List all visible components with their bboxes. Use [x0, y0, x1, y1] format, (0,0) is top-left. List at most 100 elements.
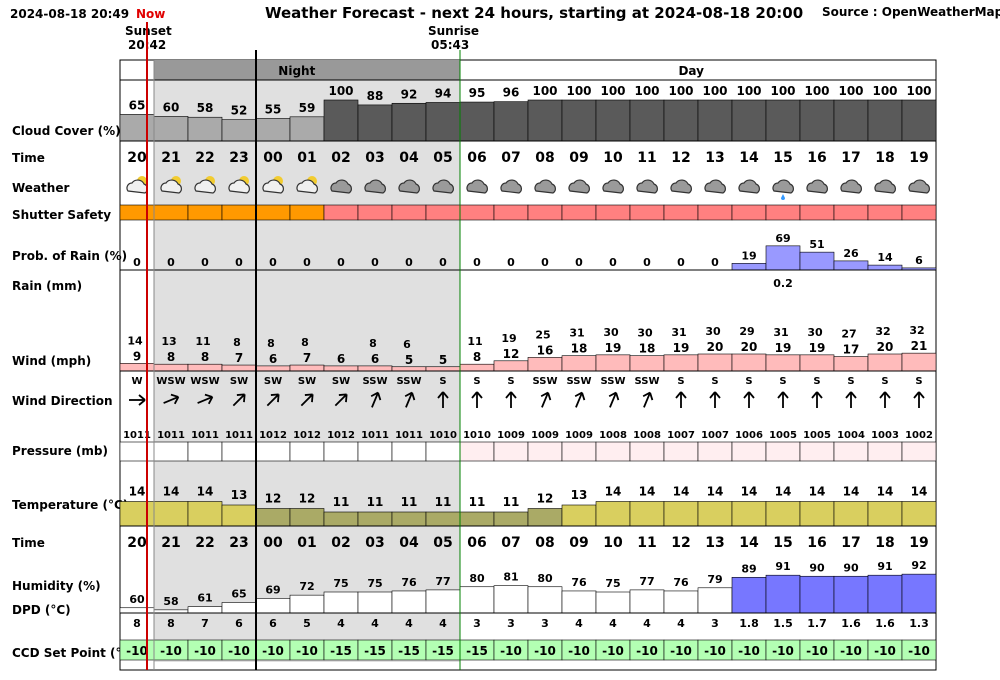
ccd-value: -10: [296, 644, 318, 658]
wind-gust-value: 30: [637, 327, 653, 340]
dpd-value: 5: [303, 617, 311, 630]
rain-amount: 0.2: [773, 277, 793, 290]
hour-label: 19: [909, 150, 928, 166]
wind-speed-value: 18: [639, 342, 656, 356]
wind-direction-label: S: [439, 376, 446, 387]
cloud-bar: [119, 114, 155, 142]
partly-cloudy-night-icon: [296, 176, 318, 194]
cloud-bar: [697, 99, 733, 142]
temperature-bar: [731, 501, 767, 527]
wind-speed-value: 20: [707, 340, 724, 354]
hour-label-bottom: 13: [705, 535, 724, 551]
shutter-cell: [527, 204, 563, 221]
temperature-bar: [595, 501, 631, 527]
humidity-value: 79: [707, 573, 722, 586]
wind-gust-value: 13: [161, 335, 176, 348]
shutter-cell: [221, 204, 257, 221]
shutter-cell: [901, 204, 937, 221]
shutter-cell: [663, 204, 699, 221]
humidity-value: 76: [401, 576, 417, 589]
ccd-value: -10: [908, 644, 930, 658]
row-label-wind: Wind (mph): [12, 354, 92, 368]
wind-arrow-icon: [404, 391, 416, 408]
temperature-value: 14: [197, 485, 214, 499]
pressure-cell: [867, 441, 903, 462]
humidity-bar: [833, 575, 869, 614]
hour-label-bottom: 14: [739, 535, 759, 551]
pressure-cell: [765, 441, 801, 462]
humidity-bar: [493, 585, 529, 614]
row-label-cloud-cover: Cloud Cover (%): [12, 124, 121, 138]
prob-rain-value: 0: [235, 256, 243, 269]
temperature-value: 12: [265, 492, 282, 506]
humidity-value: 76: [571, 576, 587, 589]
row-label-ccd-set-point: CCD Set Point (°C): [12, 646, 136, 660]
temperature-value: 11: [503, 495, 520, 509]
wind-bar: [323, 365, 359, 372]
row-label-dpd: DPD (°C): [12, 603, 71, 617]
wind-bar: [119, 363, 155, 372]
hour-label: 04: [399, 150, 419, 166]
cloud-bar: [867, 99, 903, 142]
hour-label-bottom: 23: [229, 535, 248, 551]
wind-bar: [731, 353, 767, 372]
wind-gust-value: 31: [773, 326, 788, 339]
pressure-cell: [255, 441, 291, 462]
ccd-value: -10: [194, 644, 216, 658]
pressure-cell: [663, 441, 699, 462]
hour-label-bottom: 20: [127, 535, 147, 551]
cloud-value: 100: [872, 84, 897, 98]
wind-bar: [867, 353, 903, 372]
dpd-value: 6: [269, 617, 277, 630]
temperature-bar: [765, 501, 801, 527]
humidity-bar: [221, 602, 257, 614]
pressure-cell: [629, 441, 665, 462]
humidity-value: 76: [673, 576, 689, 589]
ccd-value: -15: [466, 644, 488, 658]
cloud-bar: [561, 99, 597, 142]
wind-bar: [391, 366, 427, 372]
temperature-bar: [697, 501, 733, 527]
wind-bar: [153, 363, 189, 372]
sunrise-label: Sunrise: [428, 24, 480, 38]
pressure-value: 1005: [803, 430, 831, 441]
row-label-shutter-safety: Shutter Safety: [12, 208, 112, 222]
prob-rain-value: 0: [371, 256, 379, 269]
wind-speed-value: 6: [371, 352, 379, 366]
wind-speed-value: 8: [473, 350, 481, 364]
wind-gust-value: 8: [301, 336, 309, 349]
pressure-cell: [697, 441, 733, 462]
humidity-value: 61: [197, 592, 212, 605]
prob-rain-value: 14: [877, 251, 893, 264]
humidity-bar: [289, 594, 325, 614]
row-label-time: Time: [12, 151, 45, 165]
pressure-value: 1009: [565, 430, 593, 441]
dpd-value: 3: [711, 617, 719, 630]
wind-gust-value: 14: [127, 334, 143, 347]
hour-label: 23: [229, 150, 248, 166]
wind-arrow-icon: [197, 393, 214, 405]
partly-cloudy-night-icon: [126, 176, 148, 194]
pressure-value: 1011: [395, 430, 423, 441]
hour-label-bottom: 15: [773, 535, 792, 551]
temperature-bar: [323, 511, 359, 527]
hour-label: 03: [365, 150, 384, 166]
cloud-value: 100: [668, 84, 693, 98]
dpd-value: 1.6: [875, 617, 895, 630]
wind-bar: [561, 355, 597, 372]
ccd-value: -10: [602, 644, 624, 658]
humidity-value: 91: [775, 560, 790, 573]
dpd-value: 4: [337, 617, 345, 630]
cloud-value: 55: [265, 102, 282, 116]
wind-direction-label: S: [677, 376, 684, 387]
wind-direction-label: SSW: [397, 376, 422, 387]
temperature-bar: [187, 501, 223, 527]
cloud-icon: [670, 179, 692, 194]
temperature-value: 11: [333, 495, 350, 509]
wind-arrow-icon: [437, 391, 449, 408]
shutter-cell: [391, 204, 427, 221]
temperature-bar: [663, 501, 699, 527]
pressure-cell: [833, 441, 869, 462]
wind-speed-value: 6: [269, 352, 277, 366]
dpd-value: 8: [133, 617, 141, 630]
